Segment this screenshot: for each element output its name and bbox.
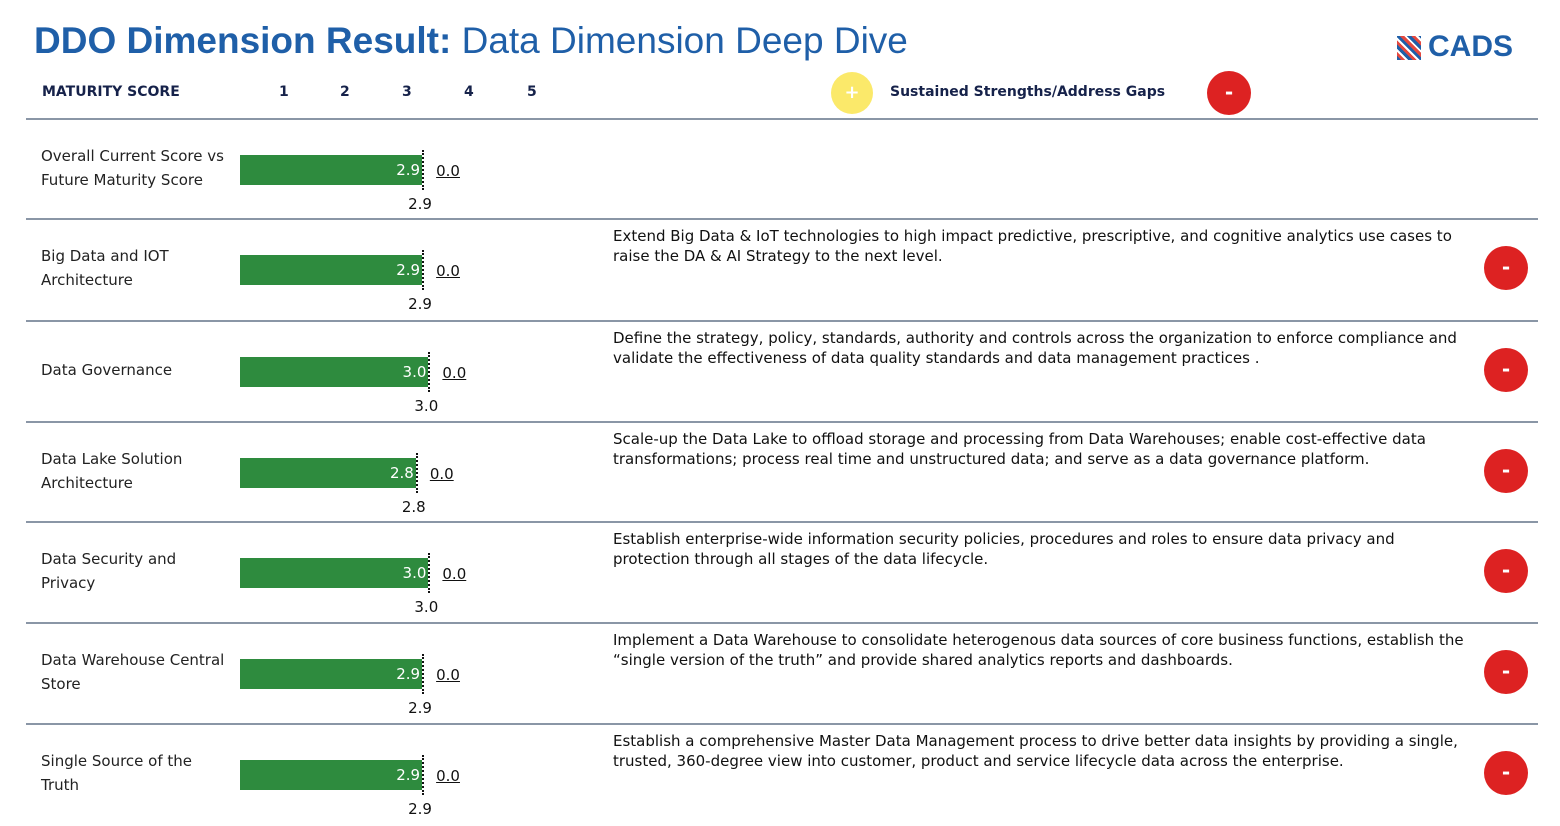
scale-tick: 4: [464, 84, 474, 100]
scale-label: MATURITY SCORE: [42, 84, 180, 100]
row-label-text: Big Data and IOT Architecture: [41, 247, 169, 289]
target-line: [422, 150, 425, 190]
description: Establish enterprise-wide information se…: [613, 530, 1395, 568]
description: Scale-up the Data Lake to offload storag…: [613, 430, 1426, 468]
separator: [26, 622, 1538, 624]
row-label-text: Overall Current Score vs Future Maturity…: [41, 147, 224, 189]
description: Establish a comprehensive Master Data Ma…: [613, 732, 1458, 770]
scale-tick: 5: [527, 84, 537, 100]
bar-label: 2.9: [396, 161, 421, 179]
score-value: 3.0: [414, 397, 439, 415]
scale-tick: 1: [279, 84, 289, 100]
description: Define the strategy, policy, standards, …: [613, 329, 1457, 367]
bar-label: 2.8: [389, 464, 414, 482]
bar-label: 2.9: [396, 261, 421, 279]
title-bold: DDO Dimension Result:: [34, 20, 452, 61]
future-score: 0.0: [442, 364, 467, 382]
score-bar: 2.9: [240, 255, 423, 285]
bar-label: 2.9: [396, 766, 421, 784]
score-value: 2.9: [408, 195, 432, 213]
bar-label: 3.0: [402, 564, 427, 582]
separator: [26, 320, 1538, 322]
logo-mark: [1397, 36, 1421, 60]
row-label-text: Data Lake Solution Architecture: [41, 450, 183, 492]
row-label-text: Single Source of the Truth: [41, 752, 193, 794]
score-bar: 3.0: [240, 558, 429, 588]
score-bar: 2.9: [240, 659, 423, 689]
row-label: Big Data and IOT Architecture: [41, 218, 231, 318]
row-label: Data Lake Solution Architecture: [41, 421, 231, 521]
description: Implement a Data Warehouse to consolidat…: [613, 631, 1464, 669]
row-label: Data Governance: [41, 320, 231, 420]
separator: [26, 723, 1538, 725]
future-score: 0.0: [442, 565, 467, 583]
target-line: [422, 250, 425, 290]
future-score: 0.0: [436, 262, 460, 280]
future-score: 0.0: [436, 162, 460, 180]
separator: [26, 218, 1538, 220]
legend-plus: +: [831, 72, 873, 114]
bar-label: 3.0: [402, 363, 427, 381]
score-value: 3.0: [414, 598, 439, 616]
gap-icon: -: [1484, 650, 1528, 694]
score-value: 2.9: [408, 295, 432, 313]
title-rest: Data Dimension Deep Dive: [461, 20, 908, 61]
target-line: [415, 453, 418, 493]
future-score: 0.0: [429, 465, 454, 483]
scale-tick: 2: [340, 84, 350, 100]
row-label: Data Warehouse Central Store: [41, 622, 231, 722]
title: DDO Dimension Result: Data Dimension Dee…: [34, 20, 908, 62]
description: Extend Big Data & IoT technologies to hi…: [613, 227, 1452, 265]
future-score: 0.0: [436, 666, 460, 684]
score-value: 2.8: [401, 498, 426, 516]
row-label-text: Data Governance: [41, 361, 173, 379]
separator: [26, 421, 1538, 423]
separator: [26, 521, 1538, 523]
bar-label: 2.9: [396, 665, 421, 683]
row-label: Single Source of the Truth: [41, 723, 231, 823]
legend-minus: -: [1207, 71, 1251, 115]
logo: CADS: [1428, 30, 1514, 63]
score-bar: 3.0: [240, 357, 429, 387]
gap-icon: -: [1484, 246, 1528, 290]
gap-icon: -: [1484, 348, 1528, 392]
score-bar: 2.9: [240, 155, 423, 185]
target-line: [428, 352, 431, 392]
row-label: Overall Current Score vs Future Maturity…: [41, 118, 231, 218]
separator: [26, 118, 1538, 120]
target-line: [422, 755, 425, 795]
score-value: 2.9: [408, 800, 432, 818]
scale-tick: 3: [402, 84, 412, 100]
row-label-text: Data Warehouse Central Store: [41, 651, 225, 693]
target-line: [422, 654, 425, 694]
row-label: Data Security and Privacy: [41, 521, 231, 621]
score-value: 2.9: [408, 699, 432, 717]
gap-icon: -: [1484, 449, 1528, 493]
future-score: 0.0: [436, 767, 460, 785]
target-line: [428, 553, 431, 593]
score-bar: 2.8: [240, 458, 416, 488]
legend-text: Sustained Strengths/Address Gaps: [890, 84, 1166, 100]
gap-icon: -: [1484, 751, 1528, 795]
row-label-text: Data Security and Privacy: [41, 550, 177, 592]
score-bar: 2.9: [240, 760, 423, 790]
gap-icon: -: [1484, 549, 1528, 593]
